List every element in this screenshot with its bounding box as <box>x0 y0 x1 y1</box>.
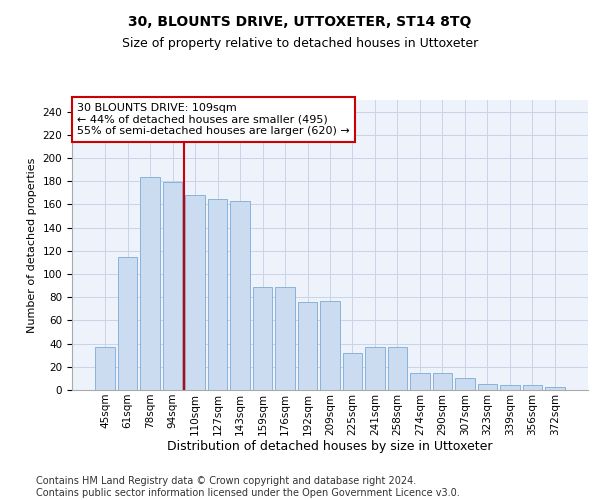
Bar <box>208 198 227 390</box>
Bar <box>455 378 475 390</box>
Bar <box>545 386 565 390</box>
Bar <box>320 300 340 390</box>
Bar <box>253 287 272 390</box>
Bar <box>230 201 250 390</box>
Bar <box>365 347 385 390</box>
Bar <box>95 347 115 390</box>
Bar <box>433 372 452 390</box>
Bar <box>500 386 520 390</box>
Text: Contains HM Land Registry data © Crown copyright and database right 2024.
Contai: Contains HM Land Registry data © Crown c… <box>36 476 460 498</box>
Bar <box>185 195 205 390</box>
Text: 30, BLOUNTS DRIVE, UTTOXETER, ST14 8TQ: 30, BLOUNTS DRIVE, UTTOXETER, ST14 8TQ <box>128 15 472 29</box>
Bar <box>118 256 137 390</box>
Text: Size of property relative to detached houses in Uttoxeter: Size of property relative to detached ho… <box>122 38 478 51</box>
X-axis label: Distribution of detached houses by size in Uttoxeter: Distribution of detached houses by size … <box>167 440 493 454</box>
Text: 30 BLOUNTS DRIVE: 109sqm
← 44% of detached houses are smaller (495)
55% of semi-: 30 BLOUNTS DRIVE: 109sqm ← 44% of detach… <box>77 103 350 136</box>
Bar <box>388 347 407 390</box>
Bar <box>478 384 497 390</box>
Bar <box>298 302 317 390</box>
Bar <box>163 182 182 390</box>
Bar <box>523 386 542 390</box>
Bar <box>140 176 160 390</box>
Y-axis label: Number of detached properties: Number of detached properties <box>27 158 37 332</box>
Bar <box>275 287 295 390</box>
Bar <box>410 372 430 390</box>
Bar <box>343 353 362 390</box>
